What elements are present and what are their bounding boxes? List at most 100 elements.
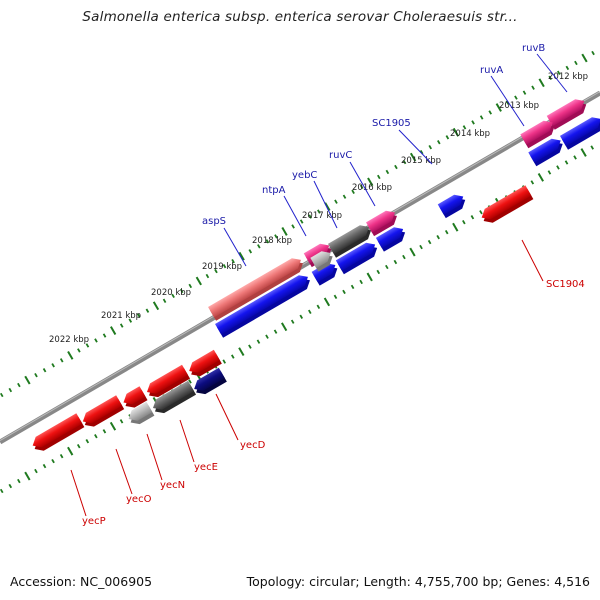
reverse-tick-mark [419, 244, 423, 250]
forward-tick-mark [195, 276, 202, 286]
forward-tick-mark [119, 323, 124, 328]
gene-label-yeco[interactable]: yecO [126, 494, 152, 505]
forward-tick-mark [85, 343, 90, 348]
gene-feature[interactable] [191, 367, 227, 398]
forward-tick-mark [222, 263, 227, 269]
gene-feature[interactable] [559, 114, 600, 150]
gene-feature[interactable] [80, 395, 125, 430]
forward-tick-mark [479, 115, 484, 120]
reverse-tick-mark [67, 446, 74, 456]
forward-tick-mark [324, 202, 331, 212]
reverse-tick-mark [17, 478, 21, 484]
gene-feature[interactable] [520, 117, 557, 149]
reverse-tick-mark [333, 294, 338, 300]
forward-tick-mark [317, 209, 321, 214]
reverse-tick-mark [436, 234, 440, 240]
reverse-tick-mark [8, 483, 13, 489]
gene-features [30, 96, 600, 454]
gene-feature[interactable] [215, 272, 313, 338]
gene-label-yecp[interactable]: yecP [82, 516, 106, 527]
gene-label-yecn[interactable]: yecN [160, 480, 185, 491]
gene-feature[interactable] [30, 413, 85, 454]
forward-tick-mark [231, 258, 235, 264]
forward-tick-mark [359, 184, 364, 190]
topology-text: Topology: circular; Length: 4,755,700 bp… [246, 574, 590, 589]
gene-feature[interactable] [311, 260, 341, 286]
forward-tick-mark [34, 372, 38, 378]
reverse-tick-mark [85, 439, 90, 444]
forward-tick-mark [394, 164, 398, 170]
gene-leader-line [70, 469, 87, 517]
forward-tick-mark [77, 348, 81, 353]
reverse-tick-mark [281, 322, 288, 332]
reverse-tick-mark [376, 269, 381, 275]
forward-tick-mark [367, 177, 374, 187]
gene-leader-line [215, 393, 239, 441]
gene-label-yecd[interactable]: yecD [240, 440, 266, 451]
gene-label-sc1905[interactable]: SC1905 [372, 118, 411, 129]
forward-tick-mark [42, 368, 47, 373]
gene-feature[interactable] [546, 96, 590, 130]
gene-feature[interactable] [366, 207, 400, 237]
reverse-tick-mark [299, 314, 304, 319]
gene-label-ruvb[interactable]: ruvB [522, 43, 545, 54]
gene-label-yebc[interactable]: yebC [292, 170, 317, 181]
gene-feature[interactable] [144, 364, 191, 401]
reverse-tick-mark [479, 210, 483, 215]
gene-leader-line [115, 448, 133, 495]
gene-feature[interactable] [335, 239, 380, 275]
forward-tick-mark [238, 251, 245, 261]
genome-title: Salmonella enterica subsp. enterica sero… [82, 9, 518, 25]
gene-feature[interactable] [208, 255, 306, 321]
gene-label-ruvc[interactable]: ruvC [329, 150, 352, 161]
forward-tick-mark [385, 169, 390, 175]
reverse-tick-mark [462, 220, 466, 225]
tick-label: 2013 kbp [499, 101, 539, 111]
gene-label-ntpa[interactable]: ntpA [262, 185, 286, 196]
gene-feature[interactable] [375, 224, 408, 252]
forward-tick-mark [308, 214, 313, 219]
reverse-tick-mark [580, 148, 587, 157]
reverse-tick-mark [537, 173, 544, 182]
reverse-tick-mark [393, 259, 398, 265]
forward-tick-mark [67, 350, 74, 360]
reverse-tick-mark [102, 429, 107, 434]
forward-tick-mark [102, 333, 107, 338]
gene-feature[interactable] [126, 401, 155, 428]
reverse-tick-mark [470, 215, 475, 220]
gene-feature[interactable] [327, 222, 374, 258]
reverse-tick-mark [427, 239, 432, 245]
forward-tick-mark [488, 110, 493, 115]
gene-feature[interactable] [310, 248, 335, 272]
gene-feature[interactable] [150, 380, 197, 417]
gene-label-ruva[interactable]: ruvA [480, 65, 503, 76]
forward-tick-mark [299, 219, 304, 224]
gene-feature[interactable] [528, 135, 565, 167]
gene-leader-line [179, 419, 195, 463]
gene-leader-line [146, 433, 163, 481]
gene-label-sc1904[interactable]: SC1904 [546, 279, 585, 290]
gene-leader-line [349, 161, 376, 207]
reverse-tick-mark [573, 155, 577, 160]
gene-label-asps[interactable]: aspS [202, 216, 226, 227]
gene-leader-line [313, 180, 338, 229]
reverse-tick-mark [590, 145, 594, 150]
reverse-tick-mark [238, 347, 245, 357]
reverse-tick-mark [34, 468, 38, 474]
gene-feature[interactable] [186, 349, 222, 380]
reverse-tick-mark [547, 170, 552, 175]
forward-tick-mark [445, 135, 450, 140]
forward-tick-mark [351, 189, 355, 194]
gene-feature[interactable] [479, 185, 534, 226]
forward-tick-mark [145, 308, 150, 313]
forward-tick-mark [462, 125, 467, 130]
gene-feature[interactable] [120, 386, 148, 411]
gene-feature[interactable] [437, 191, 469, 219]
forward-tick-mark [548, 75, 552, 80]
forward-tick-mark [565, 65, 570, 71]
forward-tick-mark [274, 234, 278, 239]
forward-tick-mark [591, 50, 595, 56]
gene-label-yece[interactable]: yecE [194, 462, 218, 473]
